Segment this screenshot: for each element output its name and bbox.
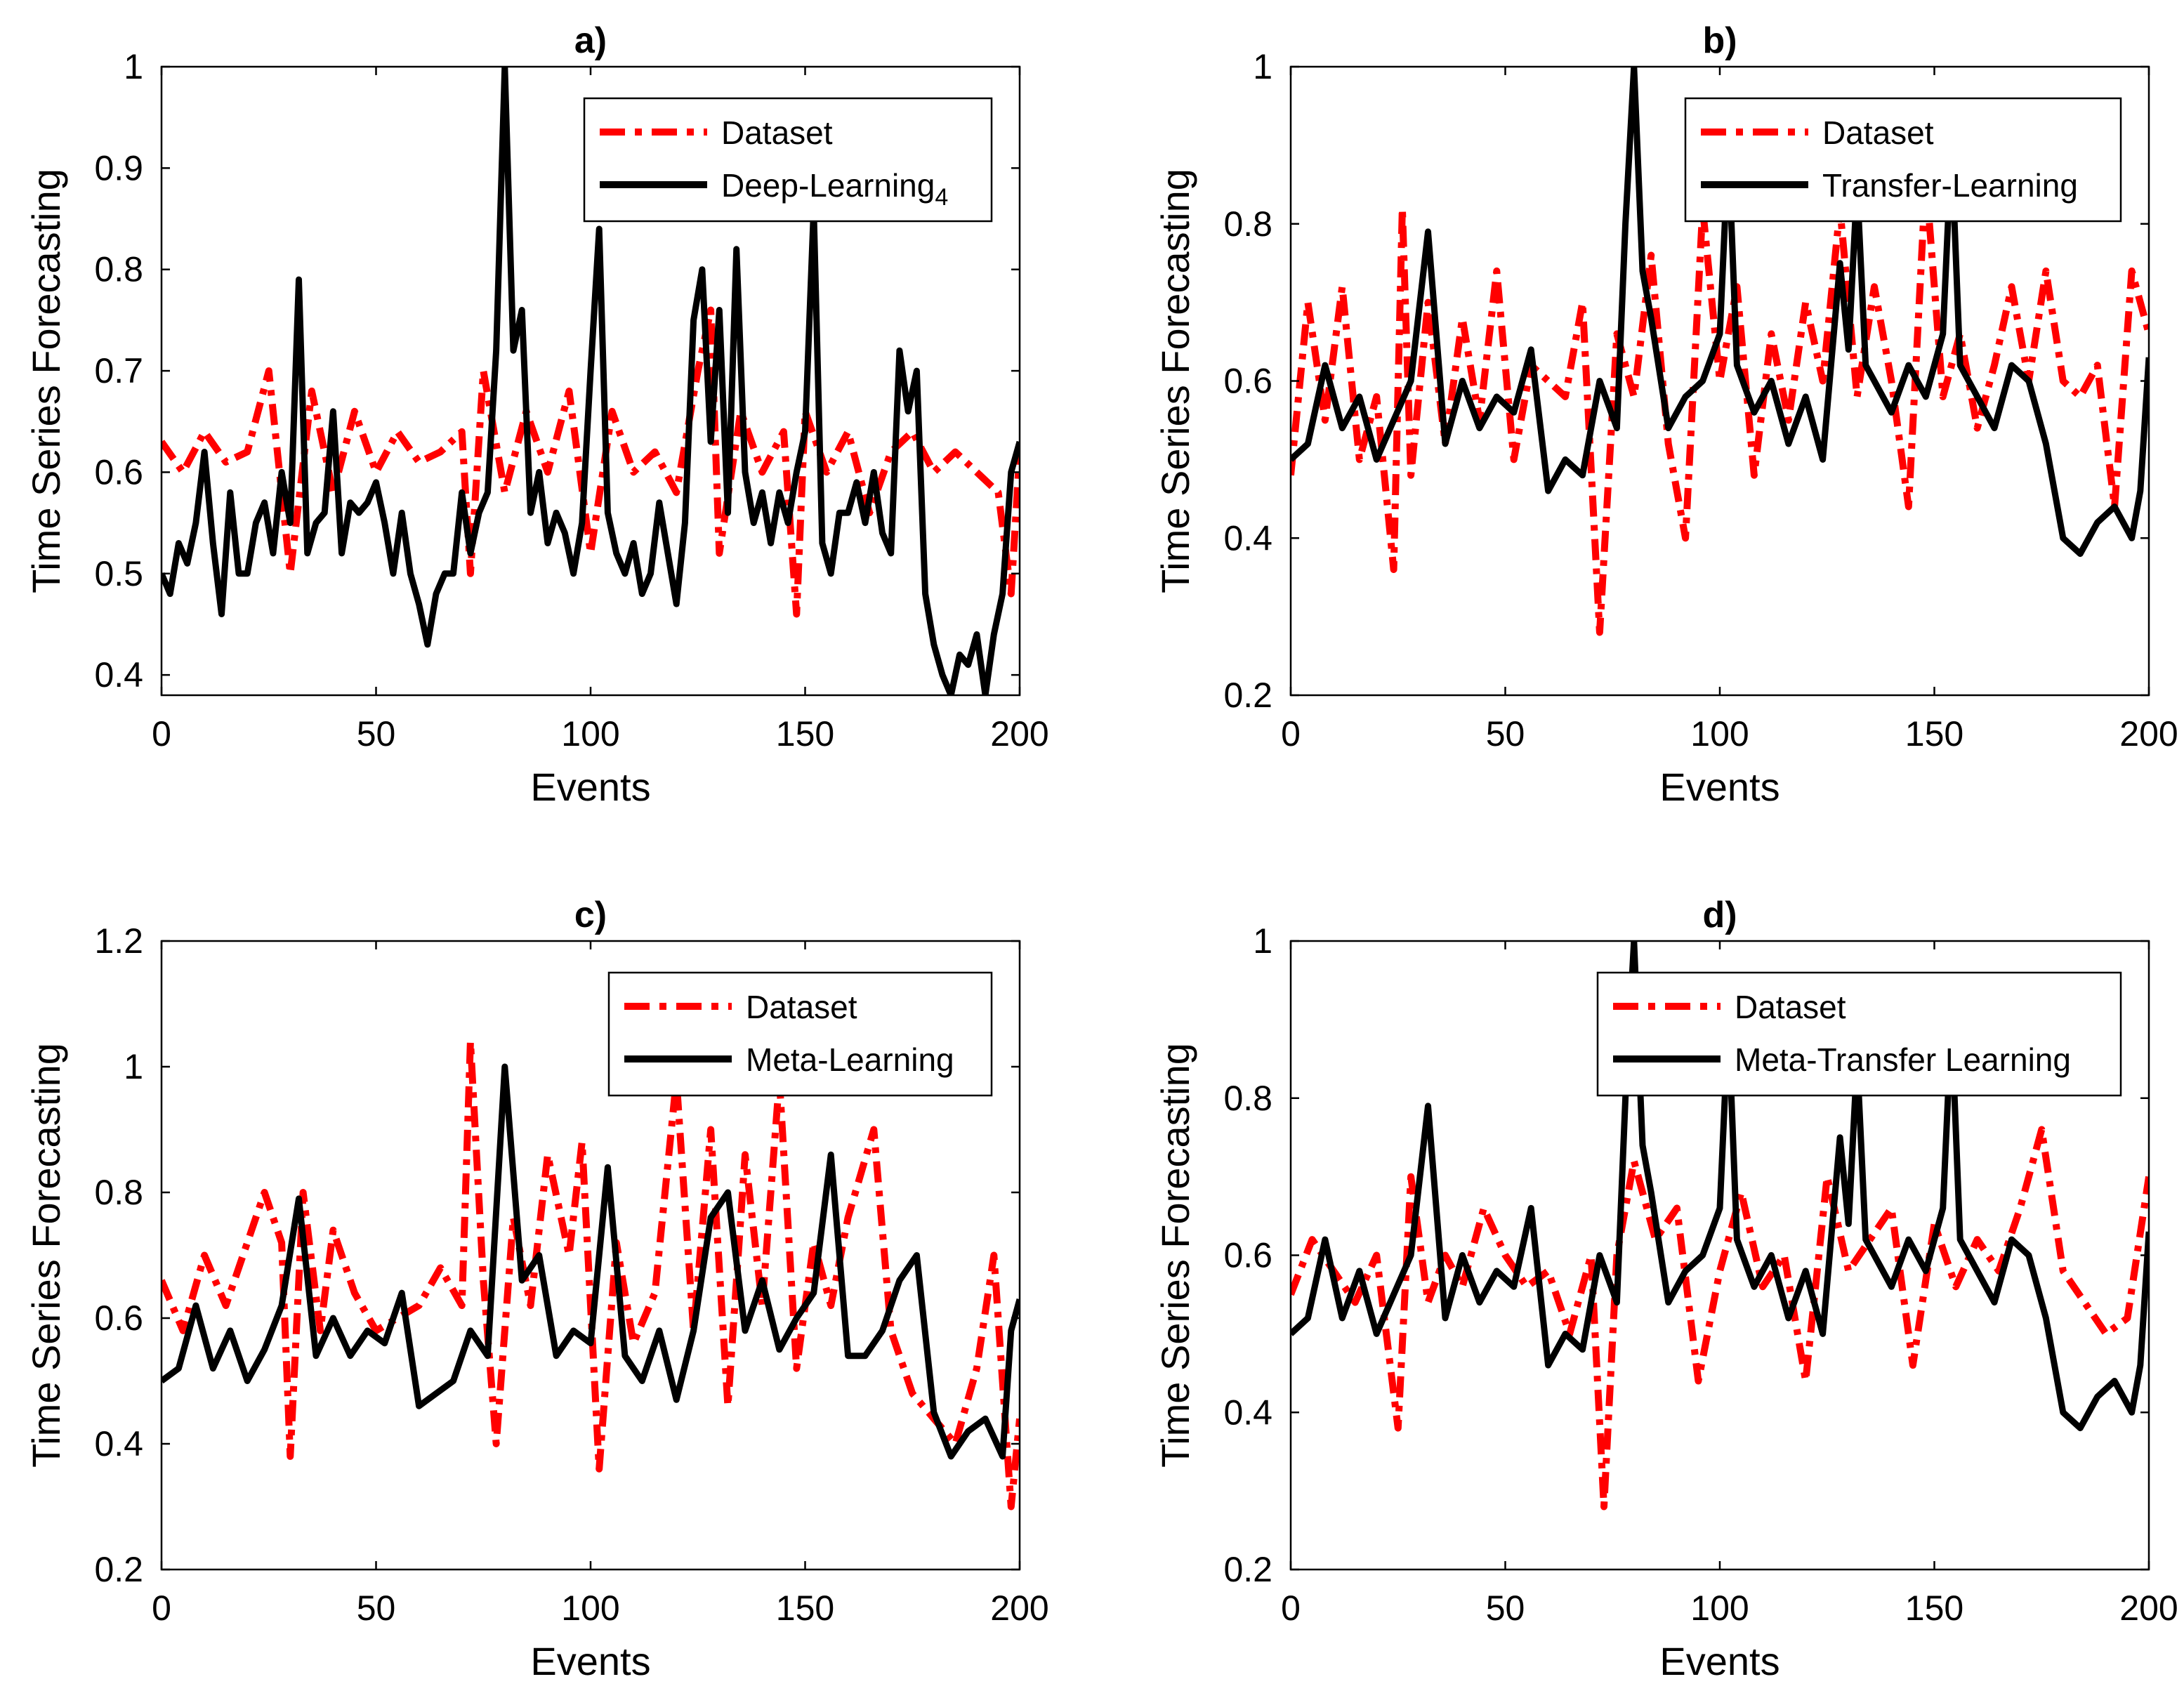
series-line-model	[162, 1063, 1020, 1460]
x-tick-label: 50	[357, 714, 396, 754]
legend-box	[583, 97, 993, 223]
chart-panel-1: 0 50 100 150 200 0.4 0.5 0.6 0.7 0.8 0.9 1 a) Events T…	[24, 20, 1049, 809]
y-tick-label: 0.2	[1223, 1550, 1272, 1589]
x-tick-label: 0	[152, 1588, 171, 1628]
series-line-dataset	[162, 306, 1020, 618]
x-axis-label: Events	[1659, 765, 1780, 809]
y-tick-label: 0.4	[94, 655, 143, 695]
y-tick-label: 0.8	[94, 250, 143, 289]
x-tick-label: 100	[1690, 714, 1749, 754]
y-tick-label: 1	[1253, 921, 1272, 961]
x-tick-label: 200	[2119, 714, 2178, 754]
y-tick-label: 0.4	[94, 1424, 143, 1463]
x-tick-label: 200	[990, 714, 1048, 754]
x-tick-label: 150	[1905, 1588, 1963, 1628]
y-tick-label: 0.4	[1223, 518, 1272, 558]
y-tick-label: 1	[124, 1047, 143, 1086]
series-line-dataset	[1291, 173, 2149, 636]
y-axis-label: Time Series Forecasting	[24, 1043, 68, 1468]
x-tick-label: 200	[2119, 1588, 2178, 1628]
legend-box	[1684, 97, 2122, 223]
x-tick-label: 100	[561, 1588, 619, 1628]
chart-title: a)	[574, 20, 607, 61]
legend-label: Deep-Learning4	[721, 167, 948, 211]
chart-title: d)	[1702, 895, 1737, 935]
x-tick-label: 150	[1905, 714, 1963, 754]
legend: Dataset Transfer-Learning	[1684, 97, 2122, 223]
y-axis-label: Time Series Forecasting	[1153, 1043, 1197, 1468]
legend: Dataset Meta-Transfer Learning	[1596, 971, 2122, 1097]
chart-panel-4: 0 50 100 150 200 0.2 0.4 0.6 0.8 1 d) Events Time Se…	[1153, 895, 2178, 1683]
y-tick-label: 0.8	[94, 1173, 143, 1212]
legend-label: Dataset	[1735, 989, 1846, 1025]
y-tick-label: 0.5	[94, 554, 143, 593]
series-line-model	[1291, 67, 2149, 558]
legend-label: Dataset	[746, 989, 857, 1025]
chart-panel-3: 0 50 100 150 200 0.2 0.4 0.6 0.8 1 1.2 c) Events Time…	[24, 895, 1049, 1683]
y-tick-label: 1	[124, 47, 143, 86]
legend-label: Meta-Transfer Learning	[1735, 1041, 2071, 1078]
x-axis-label: Events	[1659, 1639, 1780, 1683]
legend-label: Dataset	[721, 114, 833, 151]
x-tick-label: 100	[1690, 1588, 1749, 1628]
y-tick-label: 0.2	[94, 1550, 143, 1589]
y-tick-label: 1.2	[94, 921, 143, 961]
legend: Dataset Deep-Learning4	[583, 97, 993, 223]
x-axis-label: Events	[530, 765, 650, 809]
legend-label-subscript: 4	[935, 184, 948, 211]
x-tick-label: 200	[990, 1588, 1048, 1628]
series-line-model	[162, 67, 1020, 695]
chart-title: c)	[574, 895, 607, 935]
chart-panel-2: 0 50 100 150 200 0.2 0.4 0.6 0.8 1 b) Events Time Se…	[1153, 20, 2178, 809]
x-tick-label: 0	[152, 714, 171, 754]
y-axis-label: Time Series Forecasting	[1153, 169, 1197, 593]
x-tick-label: 0	[1281, 714, 1301, 754]
x-tick-label: 50	[357, 1588, 396, 1628]
x-tick-label: 50	[1486, 1588, 1525, 1628]
y-tick-label: 0.6	[1223, 362, 1272, 401]
y-tick-label: 0.6	[1223, 1236, 1272, 1275]
x-tick-label: 50	[1486, 714, 1525, 754]
y-axis-label: Time Series Forecasting	[24, 169, 68, 593]
series-line-dataset	[1291, 1126, 2149, 1511]
y-tick-label: 1	[1253, 47, 1272, 86]
legend-box	[607, 971, 993, 1097]
y-tick-label: 0.7	[94, 351, 143, 390]
y-tick-label: 0.6	[94, 452, 143, 492]
x-tick-label: 150	[776, 1588, 834, 1628]
legend-label: Transfer-Learning	[1822, 167, 2078, 204]
y-tick-label: 0.8	[1223, 1079, 1272, 1118]
legend-label: Dataset	[1822, 114, 1934, 151]
series-line-model	[1291, 941, 2149, 1432]
x-axis-label: Events	[530, 1639, 650, 1683]
series-line-dataset	[162, 1038, 1020, 1511]
y-tick-label: 0.9	[94, 148, 143, 187]
y-tick-label: 0.4	[1223, 1393, 1272, 1432]
y-tick-label: 0.6	[94, 1298, 143, 1338]
y-tick-label: 0.8	[1223, 204, 1272, 244]
x-tick-label: 100	[561, 714, 619, 754]
chart-title: b)	[1702, 20, 1737, 61]
legend-label: Meta-Learning	[746, 1041, 954, 1078]
x-tick-label: 150	[776, 714, 834, 754]
legend: Dataset Meta-Learning	[607, 971, 993, 1097]
y-tick-label: 0.2	[1223, 676, 1272, 715]
x-tick-label: 0	[1281, 1588, 1301, 1628]
legend-box	[1596, 971, 2122, 1097]
